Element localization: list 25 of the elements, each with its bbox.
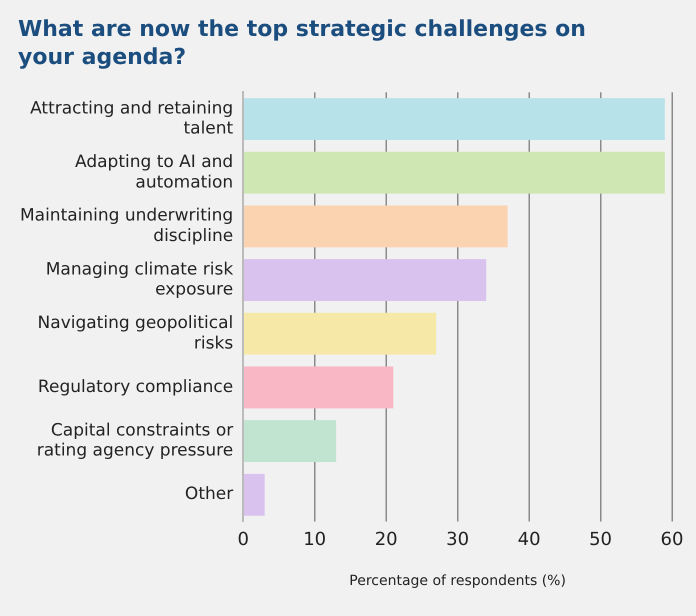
x-tick-label: 50 bbox=[589, 529, 612, 550]
bar bbox=[244, 312, 436, 355]
y-tick-label: Navigating geopolitical risks bbox=[38, 312, 234, 354]
bar bbox=[244, 259, 486, 301]
x-tick-label: 40 bbox=[518, 529, 541, 550]
bar bbox=[244, 420, 336, 462]
bar bbox=[244, 98, 665, 140]
y-tick-label: Other bbox=[184, 484, 234, 504]
x-tick-label: 20 bbox=[374, 529, 398, 550]
bar bbox=[244, 474, 265, 516]
bar bbox=[244, 366, 394, 408]
bar bbox=[244, 205, 508, 248]
y-tick-label: Attracting and retaining talent bbox=[30, 98, 234, 139]
x-axis-title: Percentage of respondents (%) bbox=[349, 573, 566, 590]
y-tick-label: Managing climate risk exposure bbox=[46, 259, 234, 300]
x-tick-label: 30 bbox=[446, 529, 470, 550]
x-tick-label: 10 bbox=[303, 529, 326, 550]
x-tick-label: 0 bbox=[237, 529, 249, 550]
y-tick-label: Regulatory compliance bbox=[38, 376, 234, 397]
y-tick-label: Adapting to AI and automation bbox=[75, 152, 234, 192]
bar bbox=[244, 152, 665, 194]
chart-title: What are now the top strategic challenges on your agenda? bbox=[17, 16, 587, 72]
y-tick-label: Maintaining underwriting discipline bbox=[20, 206, 234, 246]
x-tick-label: 60 bbox=[660, 529, 684, 550]
y-tick-label: Capital constraints or rating agency pressure bbox=[36, 420, 234, 461]
